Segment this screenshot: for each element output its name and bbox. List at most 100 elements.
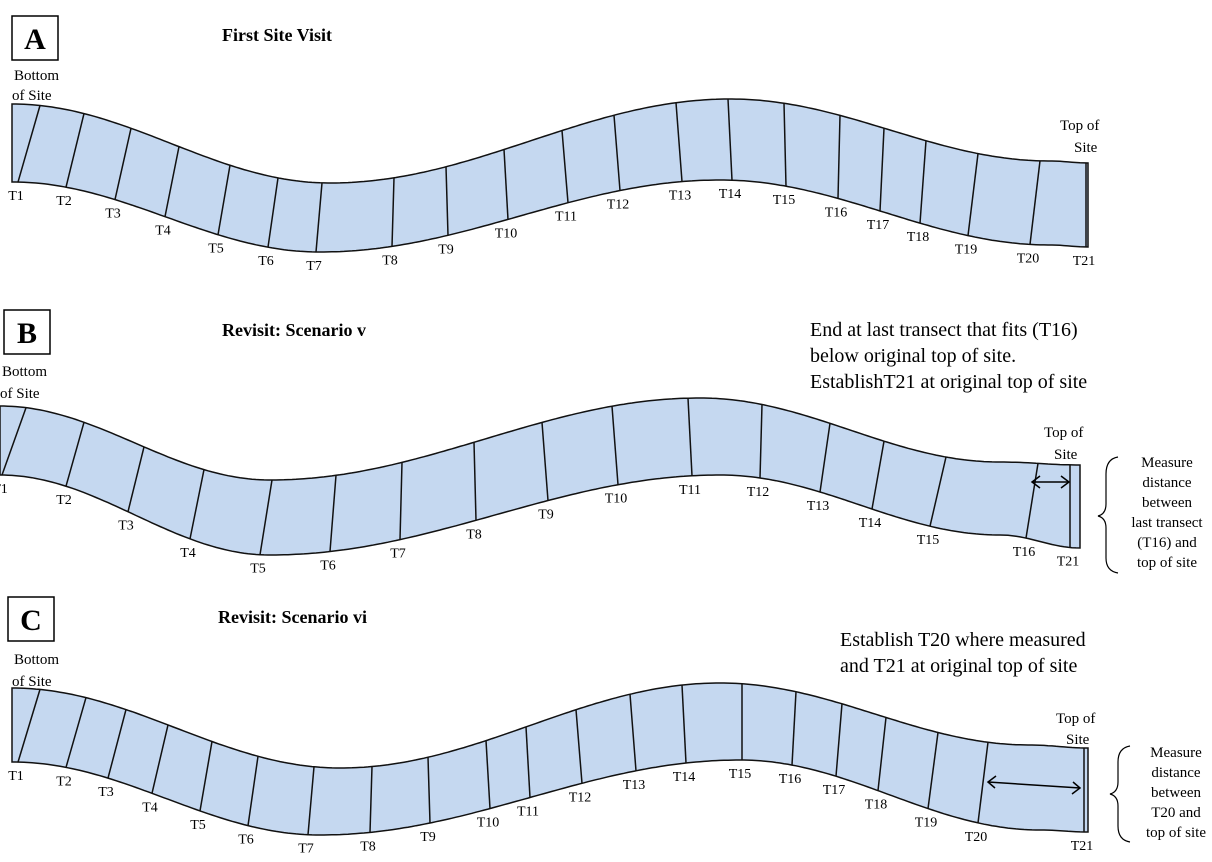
- transect-label-t1: T1: [8, 769, 24, 784]
- transect-line-t2: [65, 422, 85, 487]
- transect-label-t5: T5: [190, 818, 206, 833]
- panel-b-top-label-line2: Site: [1054, 447, 1078, 463]
- transect-line-t17: [879, 128, 885, 212]
- transect-label-t3: T3: [105, 207, 121, 222]
- transect-label-t7: T7: [390, 547, 406, 562]
- transect-label-t1: T1: [8, 189, 24, 204]
- transect-line-t8: [473, 442, 477, 521]
- panel-b-side-note-line4: last transect: [1131, 515, 1203, 531]
- transect-line-t2: [65, 697, 87, 768]
- transect-label-t14: T14: [673, 770, 696, 785]
- transect-label-t19: T19: [955, 243, 978, 258]
- transect-line-t1: [17, 105, 41, 183]
- transect-line-t1: [17, 689, 41, 763]
- panel-b-transects: [1, 398, 1071, 555]
- panel-c-transect-labels: T1 T2 T3 T4 T5 T6 T7 T8 T9 T10 T11 T12 T13 T14 T15 T16 T…: [8, 767, 1093, 857]
- panel-b-brace: [1097, 456, 1119, 574]
- transect-label-t18: T18: [907, 230, 930, 245]
- panel-a-letter: A: [24, 23, 46, 56]
- panel-b-transect-labels: T1 T2 T3 T4 T5 T6 T7 T8 T9 T10 T11 T12 T13 T14 T15 T16 T…: [0, 482, 1079, 577]
- transect-line-t14: [871, 441, 885, 510]
- panel-a-top-label-line1: Top of: [1060, 118, 1099, 134]
- panel-c-letter-box: [7, 596, 55, 642]
- transect-label-t1: T1: [0, 482, 8, 497]
- transect-label-t8: T8: [382, 253, 398, 268]
- transect-line-t16: [837, 115, 841, 199]
- panel-a-bottom-label-line1: Bottom: [14, 68, 59, 84]
- transect-label-t11: T11: [555, 210, 577, 225]
- transect-line-t8: [369, 766, 373, 833]
- panel-b-distance-arrowhead-left: [1030, 475, 1041, 489]
- transect-line-t12: [575, 709, 583, 784]
- transect-line-t15: [929, 456, 947, 527]
- panel-b-distance-arrowhead-right: [1060, 475, 1071, 489]
- transect-label-t20: T20: [1017, 251, 1040, 266]
- transect-line-t3: [127, 446, 145, 512]
- transect-line-t3: [114, 128, 132, 200]
- transect-label-t8: T8: [360, 839, 376, 854]
- panel-b-note-line2: below original top of site.: [810, 345, 1016, 367]
- transect-label-t21: T21: [1071, 839, 1094, 854]
- panel-a-bottom-label-line2: of Site: [12, 88, 52, 104]
- transect-label-t18: T18: [865, 798, 888, 813]
- transect-line-t7: [315, 182, 323, 253]
- transect-line-t3: [107, 709, 127, 779]
- panel-c-transects: [17, 683, 1085, 835]
- transect-label-t12: T12: [569, 790, 592, 805]
- panel-b-bottom-label-line1: Bottom: [2, 364, 47, 380]
- transect-line-t13: [675, 102, 683, 182]
- transect-line-t9: [427, 757, 431, 824]
- panel-c-top-label-line2: Site: [1066, 732, 1090, 748]
- transect-label-t21: T21: [1073, 254, 1096, 269]
- transect-label-t21: T21: [1057, 555, 1080, 570]
- panel-a: A First Site Visit Bottom of Site Top of…: [8, 15, 1099, 274]
- transect-label-t12: T12: [607, 198, 630, 213]
- transect-line-t15: [783, 103, 787, 187]
- transect-line-t1: [1, 407, 27, 476]
- panel-c-distance-line: [987, 781, 1081, 789]
- panel-a-title: First Site Visit: [222, 25, 332, 45]
- transect-label-t10: T10: [605, 492, 628, 507]
- transect-label-t8: T8: [466, 527, 482, 542]
- transect-label-t7: T7: [306, 259, 322, 274]
- transect-label-t13: T13: [623, 778, 646, 793]
- transect-line-t9: [445, 166, 449, 236]
- transect-label-t4: T4: [142, 800, 158, 815]
- transect-label-t10: T10: [477, 816, 500, 831]
- transect-line-t20: [1029, 160, 1041, 245]
- transect-label-t16: T16: [779, 772, 802, 787]
- panel-c: C Revisit: Scenario vi Bottom of Site To…: [7, 596, 1206, 857]
- panel-b-letter-box: [3, 309, 51, 355]
- transect-label-t15: T15: [729, 767, 752, 782]
- panel-b-title: Revisit: Scenario v: [222, 320, 366, 340]
- transect-line-t20: [977, 742, 989, 823]
- transect-line-t8: [391, 177, 395, 247]
- transect-label-t2: T2: [56, 194, 72, 209]
- transect-label-t14: T14: [719, 187, 742, 202]
- panel-b-side-note-line1: Measure: [1141, 455, 1193, 471]
- transect-line-t9: [541, 422, 549, 501]
- transect-line-t4: [151, 724, 169, 794]
- transect-label-t9: T9: [438, 242, 454, 257]
- panel-c-bottom-label-line1: Bottom: [14, 652, 59, 668]
- panel-c-distance-arrowhead-left: [986, 775, 997, 789]
- transect-line-t5: [259, 479, 273, 555]
- transect-label-t16: T16: [825, 205, 848, 220]
- transect-label-t17: T17: [823, 783, 846, 798]
- transect-label-t6: T6: [238, 833, 254, 848]
- panel-c-side-note-line4: T20 and: [1151, 805, 1201, 821]
- panel-b-side-note-line5: (T16) and: [1137, 535, 1197, 551]
- transect-label-t14: T14: [859, 516, 882, 531]
- panel-b-letter: B: [17, 317, 37, 350]
- panel-c-side-note-line5: top of site: [1146, 825, 1206, 841]
- panel-c-note-line2: and T21 at original top of site: [840, 655, 1077, 677]
- panel-a-transects: [17, 98, 1087, 253]
- transect-line-t17: [835, 703, 843, 777]
- transect-label-t6: T6: [258, 254, 274, 269]
- transect-label-t5: T5: [208, 242, 224, 257]
- transect-label-t13: T13: [669, 189, 692, 204]
- transect-label-t4: T4: [180, 546, 196, 561]
- transect-label-t2: T2: [56, 493, 72, 508]
- panel-b-note-line1: End at last transect that fits (T16): [810, 319, 1078, 341]
- transect-line-t10: [611, 406, 619, 485]
